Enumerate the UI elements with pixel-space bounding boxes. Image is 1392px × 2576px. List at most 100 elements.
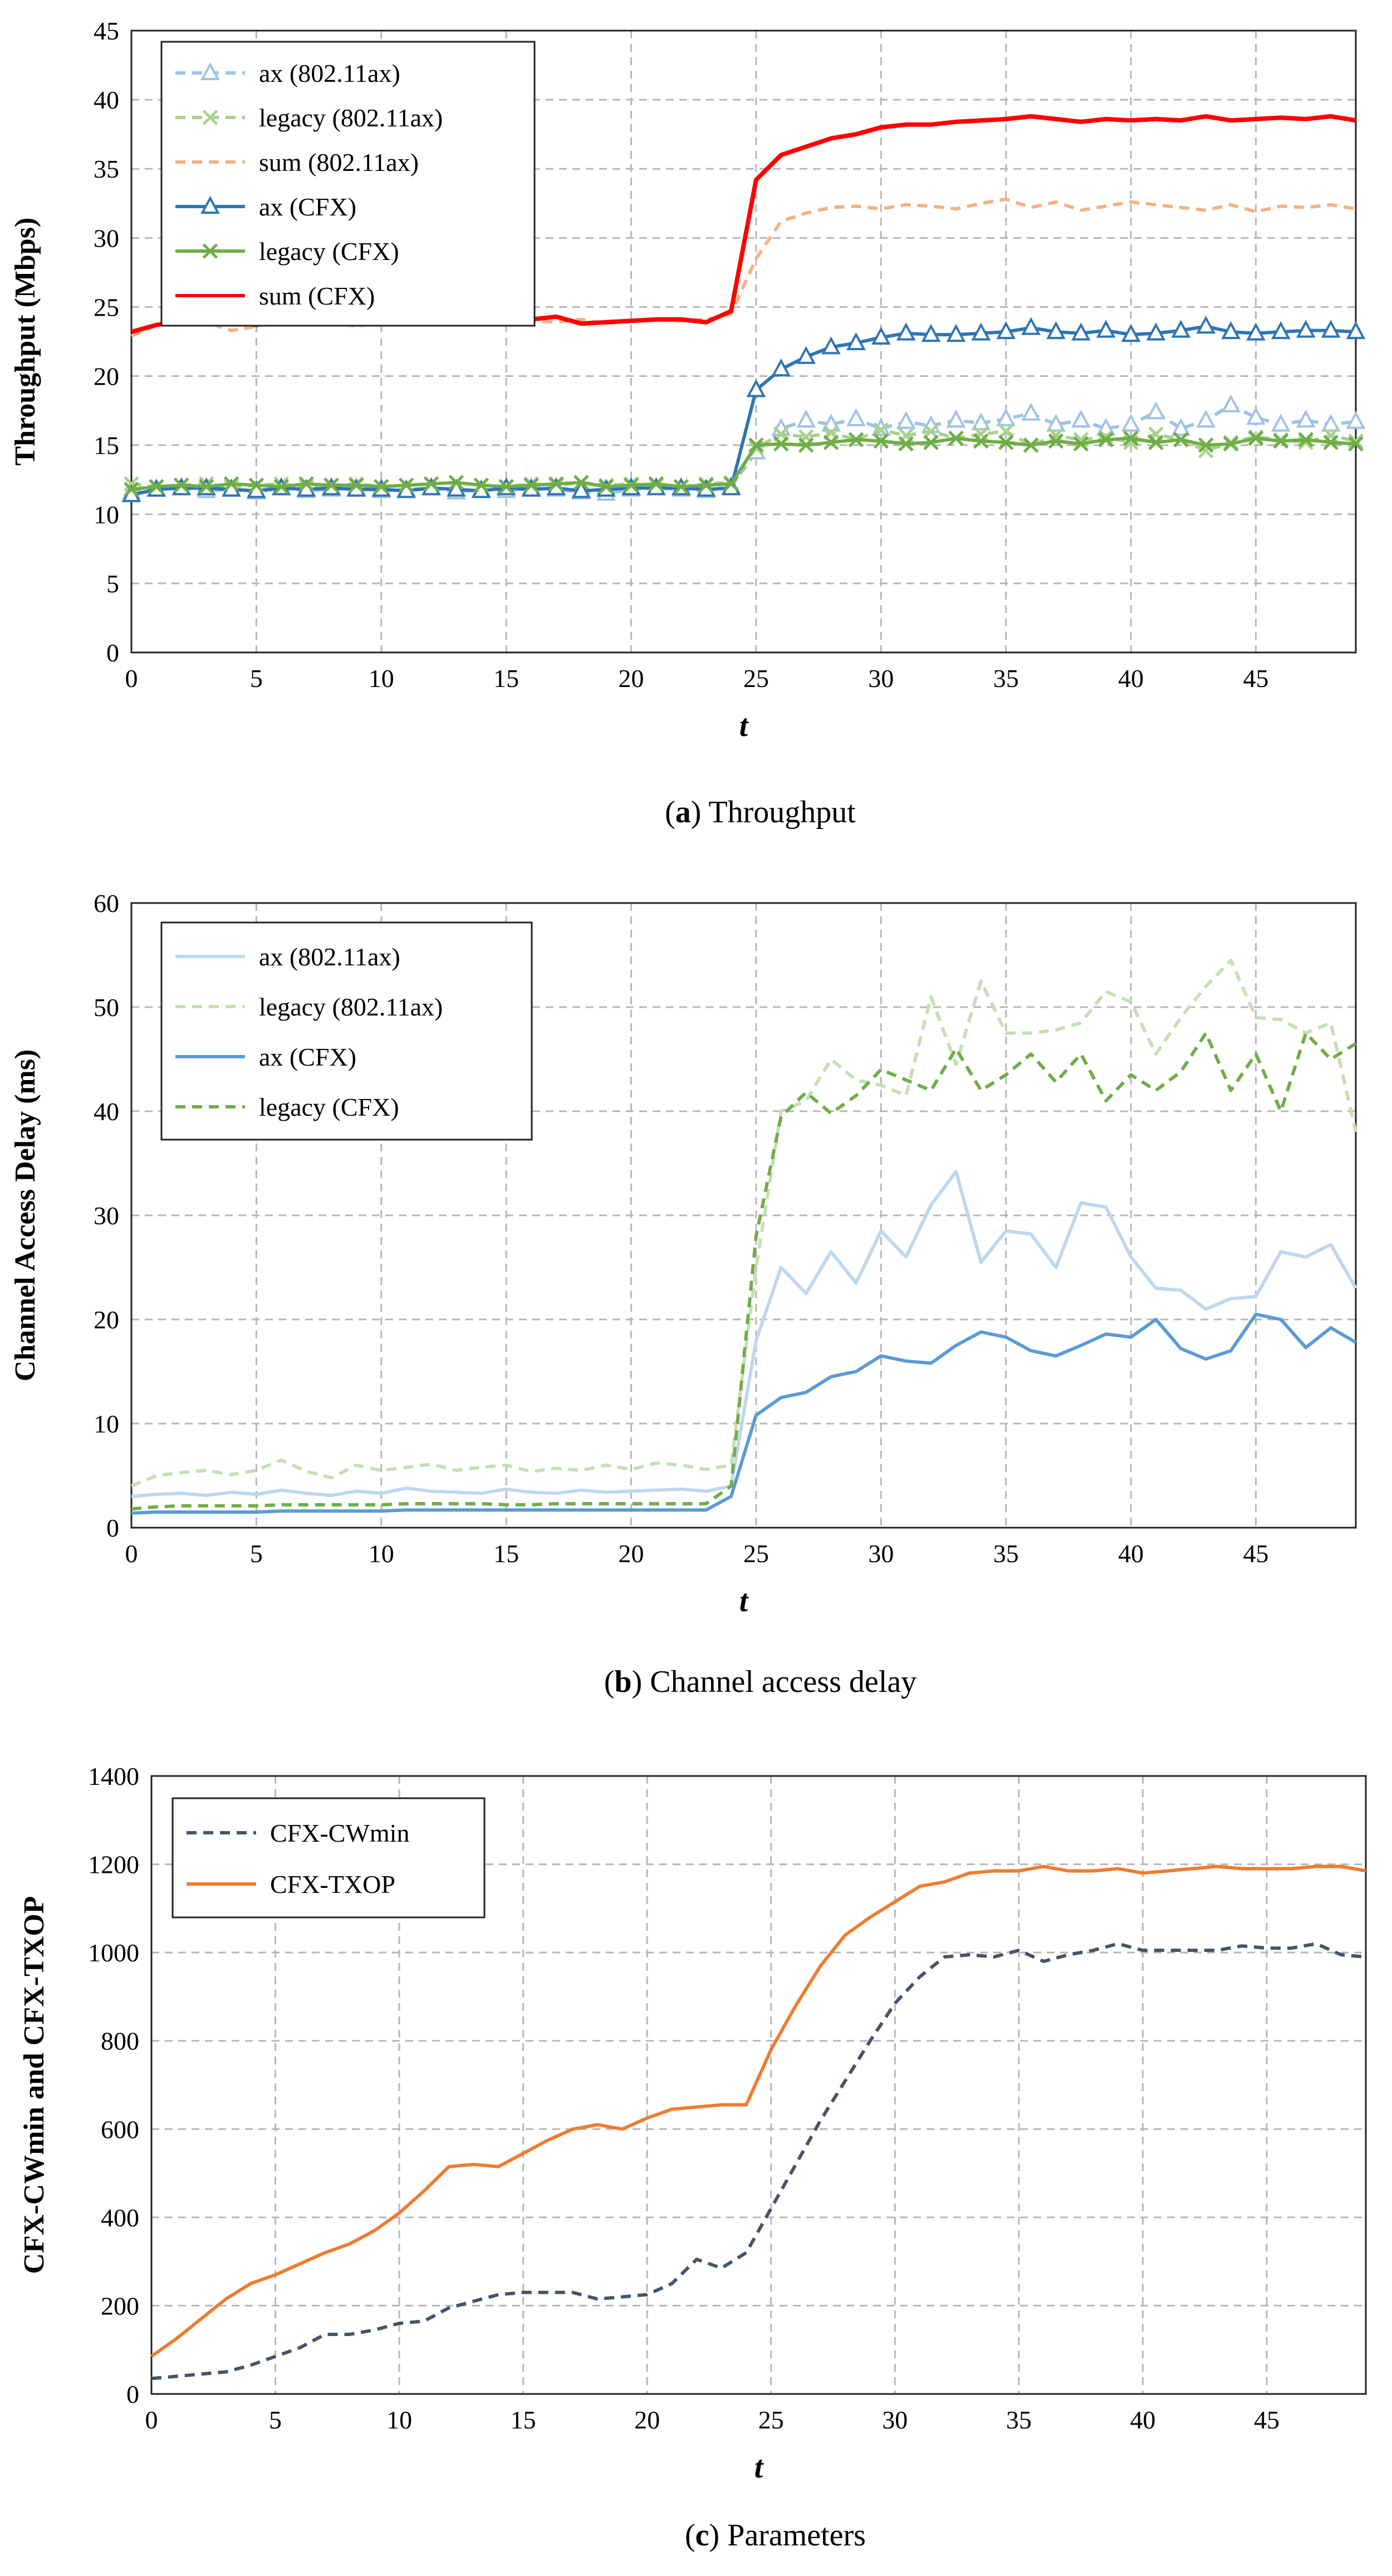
series-legacy-cfx- (131, 1031, 1357, 1511)
legend: ax (802.11ax) legacy (802.11ax) sum (802.1… (160, 41, 536, 327)
caption-paren-close: ) (709, 2518, 728, 2553)
chart-b: 0 10 20 30 40 50 60 0 5 10 15 20 25 30 35 40 45 Channel A… (9, 889, 1357, 1699)
x-tick-label: 25 (758, 2406, 784, 2434)
data-point (923, 434, 939, 450)
y-tick-label: 0 (106, 639, 119, 667)
gridlines (131, 903, 1356, 1528)
data-point (124, 482, 139, 497)
data-point (248, 477, 264, 493)
series-line (150, 1864, 1366, 2358)
data-point (1148, 434, 1164, 450)
data-point (1046, 414, 1066, 432)
data-point (723, 476, 739, 492)
x-tick-label: 45 (1243, 1539, 1268, 1568)
data-point (1298, 434, 1314, 450)
y-tick-label: 40 (94, 1097, 119, 1126)
data-point (1321, 320, 1341, 338)
data-point (998, 434, 1014, 450)
legend-label: CFX-CWmin (270, 1819, 409, 1847)
x-tick-label: 30 (882, 2406, 908, 2434)
x-tick-label: 5 (250, 664, 263, 693)
series-line (131, 403, 1356, 495)
y-tick-label: 1000 (88, 1939, 139, 1967)
data-point (498, 479, 514, 494)
data-point (771, 358, 791, 377)
data-point (598, 479, 614, 494)
x-tick-label: 45 (1254, 2406, 1280, 2434)
data-point (871, 326, 891, 345)
x-tick-label: 10 (369, 664, 394, 693)
x-tick-label: 0 (125, 664, 138, 693)
caption-letter: b (614, 1665, 631, 1699)
data-point (448, 474, 464, 490)
y-tick-label: 600 (101, 2115, 139, 2143)
data-point (1171, 320, 1191, 338)
data-point (1248, 430, 1264, 446)
data-point (149, 479, 164, 494)
gridlines (151, 1776, 1366, 2394)
legend-label: legacy (CFX) (259, 1093, 399, 1121)
x-axis-title: t (739, 1584, 749, 1618)
y-tick-label: 400 (101, 2204, 139, 2232)
legend: ax (802.11ax) legacy (802.11ax) ax (CFX) le… (160, 921, 533, 1141)
legend-label: legacy (802.11ax) (259, 104, 443, 132)
caption: (b) Channel access delay (604, 1665, 916, 1699)
data-point (1246, 406, 1266, 425)
data-point (996, 321, 1016, 340)
y-tick-label: 40 (94, 86, 119, 114)
data-point (648, 476, 664, 492)
data-point (1346, 321, 1366, 340)
data-point (973, 426, 989, 442)
y-tick-label: 15 (94, 431, 119, 460)
y-tick-label: 25 (94, 293, 119, 321)
y-tick-label: 1200 (88, 1851, 139, 1879)
series-legacy-802-11ax- (130, 958, 1357, 1488)
data-point (846, 332, 866, 350)
y-tick-label: 30 (94, 224, 119, 252)
data-point (823, 434, 839, 450)
legend-marker (202, 110, 218, 125)
legend-frame (171, 1797, 486, 1918)
y-tick-label: 5 (106, 570, 119, 598)
data-point (1323, 434, 1339, 450)
data-point (971, 322, 991, 341)
data-point (873, 422, 889, 438)
caption-letter: a (675, 795, 691, 830)
data-point (796, 346, 816, 364)
data-point (173, 477, 189, 493)
x-axis-title: t (739, 709, 749, 743)
data-point (1073, 436, 1089, 452)
x-tick-label: 30 (868, 1539, 894, 1568)
series-cfx-cwmin (151, 1942, 1366, 2381)
data-point (1146, 401, 1166, 420)
plot-frame (150, 1775, 1367, 2395)
legend-marker (202, 243, 218, 259)
data-point (1321, 414, 1341, 432)
y-tick-label: 45 (94, 17, 119, 45)
x-tick-label: 0 (145, 2406, 158, 2434)
data-point (896, 411, 916, 429)
data-point (1346, 411, 1366, 429)
x-tick-label: 35 (993, 1539, 1019, 1568)
data-point (748, 437, 764, 453)
x-tick-label: 15 (511, 2406, 536, 2434)
data-point (1271, 414, 1291, 432)
x-tick-label: 15 (493, 664, 519, 693)
x-tick-label: 20 (634, 2406, 660, 2434)
legend-frame (160, 921, 533, 1141)
x-tick-label: 40 (1118, 664, 1144, 693)
caption-paren-open: ( (685, 2518, 695, 2553)
data-point (873, 433, 889, 449)
data-point (923, 424, 939, 439)
y-tick-label: 50 (94, 993, 119, 1022)
data-point (623, 477, 639, 493)
y-axis-title: Throughput (Mbps) (9, 218, 41, 466)
data-point (1296, 409, 1316, 428)
data-point (946, 323, 966, 342)
data-point (1348, 436, 1364, 452)
legend-label: CFX-TXOP (270, 1870, 395, 1898)
y-tick-label: 20 (94, 1306, 119, 1334)
caption-text: Throughput (708, 795, 856, 830)
x-tick-label: 5 (250, 1539, 263, 1568)
